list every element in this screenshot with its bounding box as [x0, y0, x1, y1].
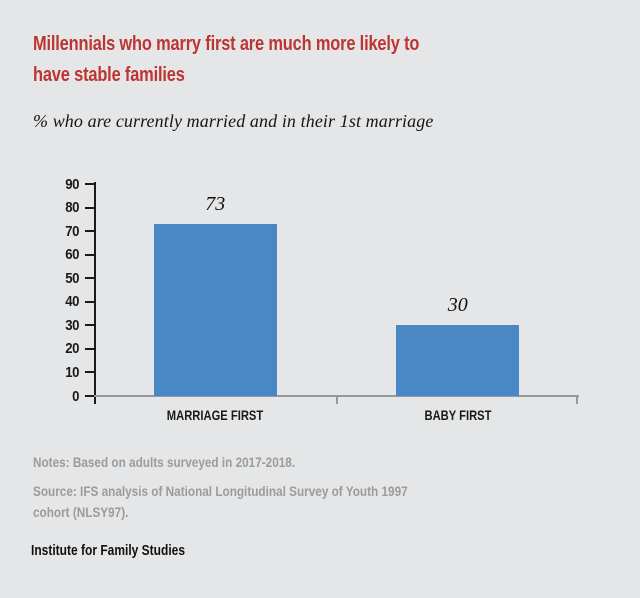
y-tick — [85, 300, 94, 303]
y-tick — [85, 206, 94, 209]
bar-baby-first — [396, 325, 520, 396]
y-tick-label: 20 — [65, 340, 79, 358]
y-tick — [85, 395, 94, 397]
y-tick — [85, 183, 94, 185]
bar-value-label: 30 — [447, 294, 468, 317]
y-tick — [85, 253, 94, 256]
brand-text: Institute for Family Studies — [31, 542, 186, 559]
y-tick-label: 30 — [65, 316, 79, 334]
page-title: Millennials who marry first are much mor… — [33, 29, 419, 91]
y-tick — [85, 230, 94, 233]
category-label: BABY FIRST — [424, 407, 492, 423]
page-title-line-2: have stable families — [33, 64, 185, 86]
y-tick-label: 80 — [65, 199, 79, 217]
source-text: Source: IFS analysis of National Longitu… — [33, 481, 479, 523]
category-label: MARRIAGE FIRST — [167, 407, 264, 423]
y-tick-label: 50 — [65, 269, 79, 287]
x-axis-tick — [335, 395, 338, 404]
y-tick — [85, 324, 94, 327]
y-tick — [85, 277, 94, 280]
y-tick — [85, 347, 94, 350]
x-axis-tick — [576, 395, 578, 404]
bar-value-label: 73 — [205, 193, 226, 216]
source-text-line-1: Source: IFS analysis of National Longitu… — [33, 483, 408, 499]
notes-text: Notes: Based on adults surveyed in 2017-… — [33, 454, 296, 470]
y-axis-line — [94, 182, 96, 404]
y-tick-label: 90 — [65, 175, 79, 193]
chart-subtitle: % who are currently married and in their… — [33, 111, 434, 131]
y-tick — [85, 371, 94, 374]
source-text-line-2: cohort (NLSY97). — [33, 504, 129, 520]
page-title-line-1: Millennials who marry first are much mor… — [33, 33, 420, 55]
y-tick-label: 10 — [65, 363, 79, 381]
bar-marriage-first — [153, 224, 277, 396]
y-tick-label: 40 — [65, 293, 79, 311]
y-tick-label: 0 — [72, 387, 79, 405]
y-tick-label: 60 — [65, 246, 79, 264]
y-tick-label: 70 — [65, 222, 79, 240]
